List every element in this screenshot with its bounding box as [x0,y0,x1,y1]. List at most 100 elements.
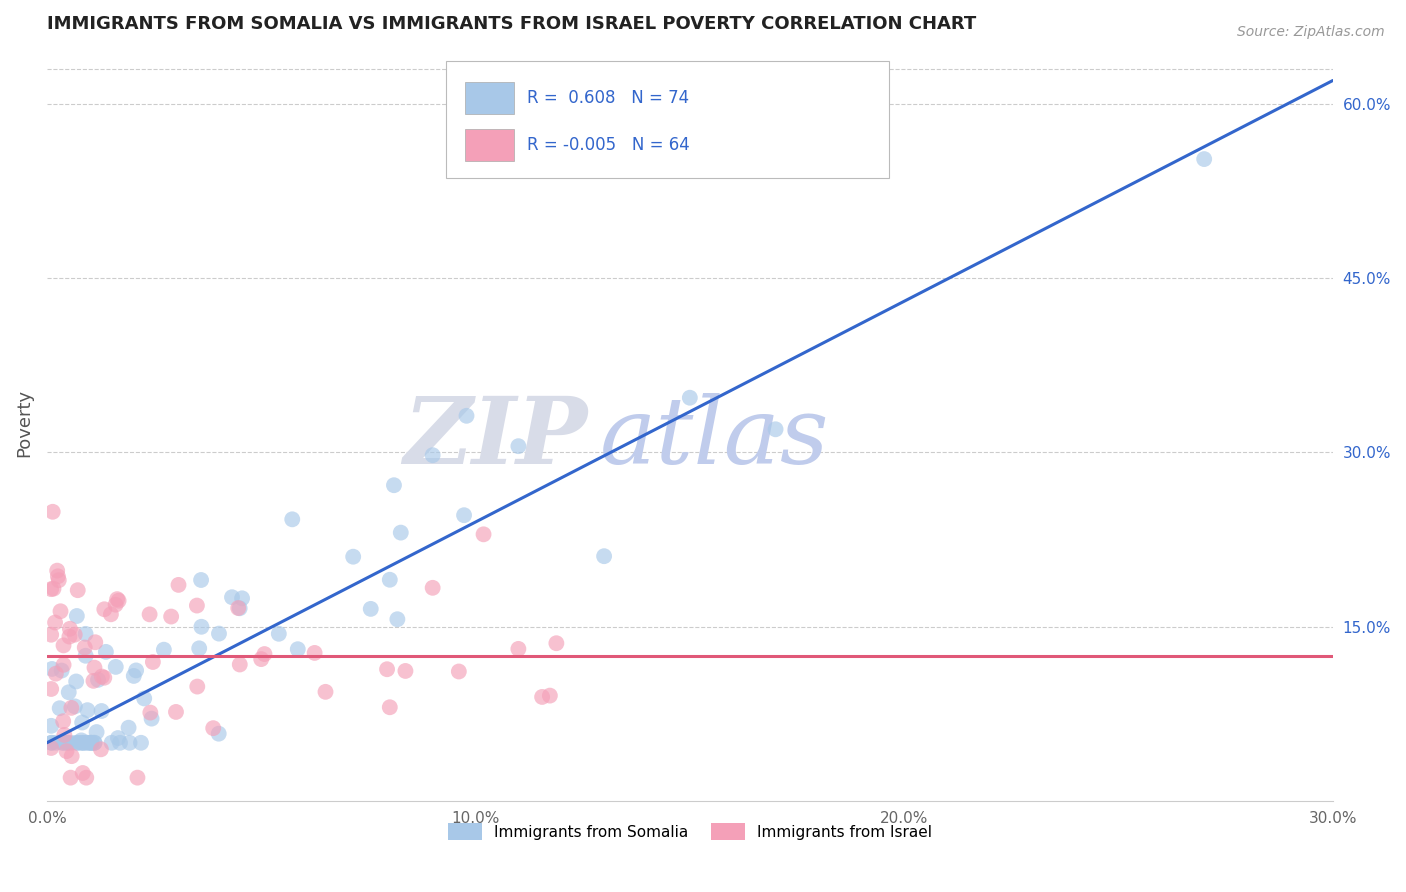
Point [39,681,62,696]
Point [82,673,104,688]
Point [389,525,412,540]
Point [46,564,69,578]
Point [304,646,326,660]
Point [229,657,252,672]
Point [56,736,79,750]
Point [51,736,73,750]
Point [190,573,212,587]
Point [139,706,162,720]
Point [508,641,530,656]
Point [80,736,103,750]
Point [49,604,72,618]
Point [118,736,141,750]
Point [186,680,208,694]
Point [231,591,253,606]
Point [60,749,83,764]
Point [104,660,127,674]
Point [508,439,530,453]
Point [79,736,101,750]
Text: IMMIGRANTS FROM SOMALIA VS IMMIGRANTS FROM ISRAEL POVERTY CORRELATION CHART: IMMIGRANTS FROM SOMALIA VS IMMIGRANTS FR… [46,15,976,33]
Point [1192,152,1215,166]
Point [75,627,97,641]
Point [90,704,112,718]
Point [41,736,63,750]
Point [190,620,212,634]
Point [107,593,129,607]
Point [90,669,112,683]
Point [117,721,139,735]
Point [76,703,98,717]
Point [73,736,96,750]
Point [70,736,93,750]
Point [41,662,63,676]
Point [58,630,80,644]
Point [538,689,561,703]
Point [160,609,183,624]
Point [93,602,115,616]
Point [63,699,86,714]
Text: R =  0.608   N = 74: R = 0.608 N = 74 [526,89,689,107]
Point [70,733,93,747]
Point [378,700,401,714]
Point [422,448,444,462]
Point [77,736,100,750]
Point [83,660,105,674]
Point [138,607,160,622]
Point [45,736,67,750]
Point [456,409,478,423]
Point [39,719,62,733]
Point [94,645,117,659]
Point [141,712,163,726]
Point [42,582,65,596]
Point [186,599,208,613]
Point [66,609,89,624]
Point [100,607,122,622]
Point [66,736,89,750]
Point [208,626,231,640]
Point [60,736,83,750]
Point [100,736,122,750]
Point [39,741,62,756]
Text: R = -0.005   N = 64: R = -0.005 N = 64 [526,136,689,154]
Point [72,766,94,780]
FancyBboxPatch shape [465,129,513,161]
Point [228,601,250,615]
Point [59,771,82,785]
Point [39,582,62,596]
Point [52,639,75,653]
Point [287,642,309,657]
Point [83,736,105,750]
Point [56,736,79,750]
Point [51,664,73,678]
Point [679,391,702,405]
Point [86,725,108,739]
Point [66,736,89,750]
Point [90,742,112,756]
Legend: Immigrants from Somalia, Immigrants from Israel: Immigrants from Somalia, Immigrants from… [441,817,938,847]
Point [84,635,107,649]
Point [80,736,103,750]
Point [59,622,82,636]
Point [107,731,129,745]
Point [125,664,148,678]
Y-axis label: Poverty: Poverty [15,389,32,458]
Point [447,665,470,679]
Point [375,662,398,676]
Point [93,671,115,685]
Point [39,628,62,642]
Point [72,736,94,750]
Point [52,657,75,672]
Point [422,581,444,595]
Point [221,591,243,605]
Point [83,736,105,750]
Point [53,728,76,742]
Point [593,549,616,564]
Point [60,701,83,715]
Point [208,727,231,741]
Point [394,664,416,678]
Point [104,598,127,612]
Point [55,744,77,758]
Point [46,569,69,583]
FancyBboxPatch shape [446,61,889,178]
Point [250,652,273,666]
